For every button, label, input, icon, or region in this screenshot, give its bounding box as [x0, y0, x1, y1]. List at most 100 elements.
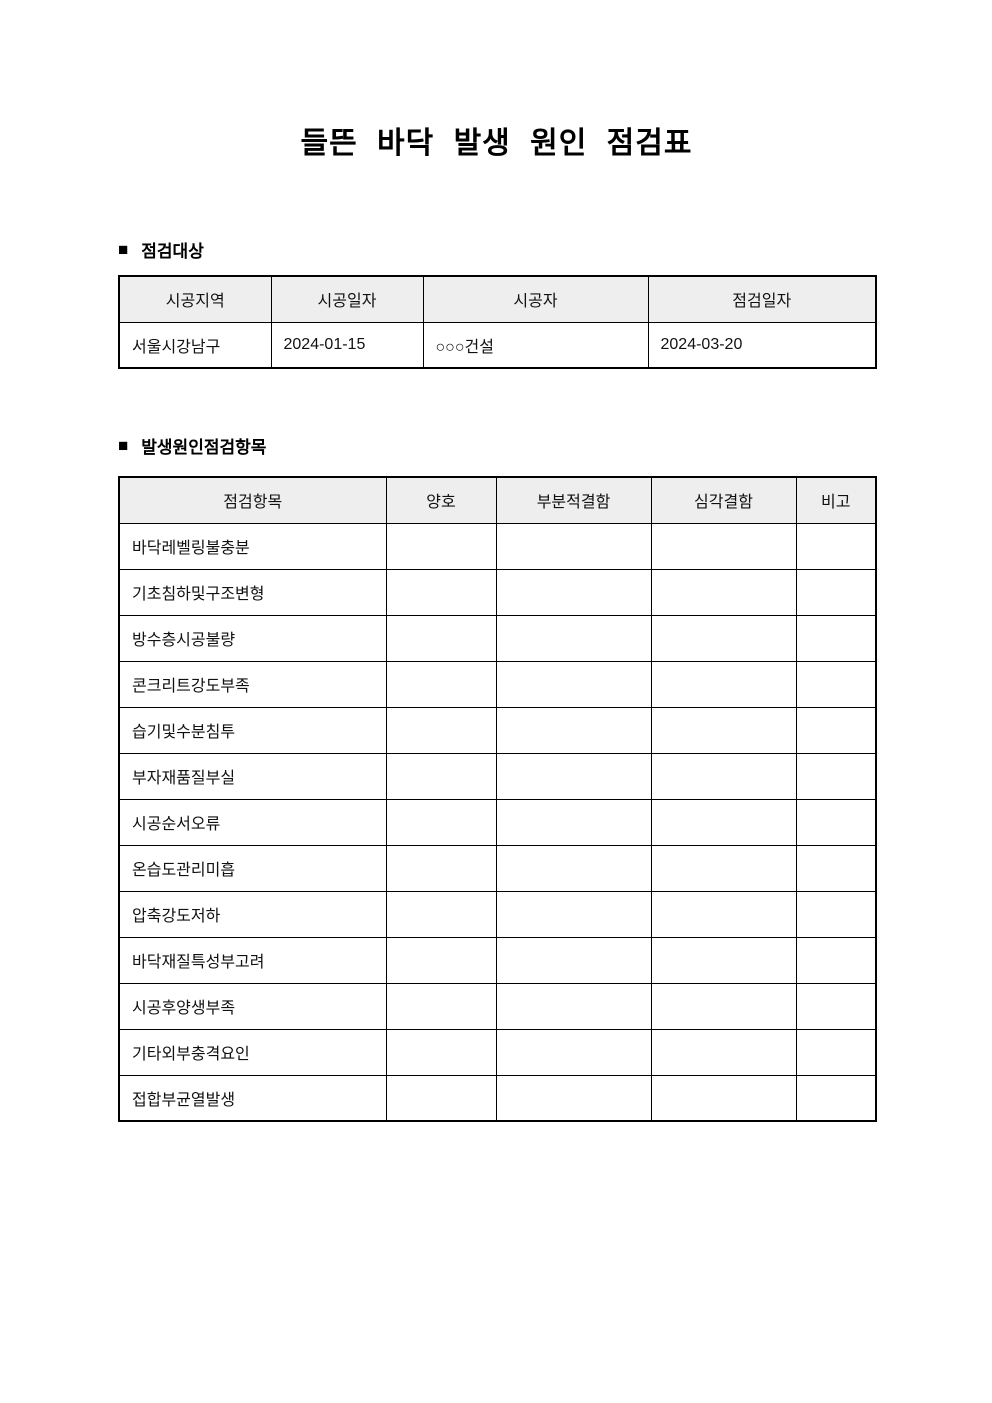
- checklist-row: 접합부균열발생: [118, 1074, 877, 1122]
- checklist-item-cell: 압축강도저하: [118, 890, 387, 938]
- target-table-value-cell: ○○○건설: [422, 321, 649, 369]
- serious-defect-cell: [650, 982, 797, 1030]
- remarks-cell: [795, 844, 877, 892]
- serious-defect-cell: [650, 844, 797, 892]
- checklist-item-cell: 바닥레벨링불충분: [118, 522, 387, 570]
- checklist-table-header-cell: 점검항목: [118, 476, 387, 524]
- good-cell: [385, 982, 497, 1030]
- checklist-row: 시공순서오류: [118, 798, 877, 846]
- section-heading-causes-label: 발생원인점검항목: [141, 438, 267, 457]
- target-table-value-cell: 서울시강남구: [118, 321, 272, 369]
- checklist-table: 점검항목 양호 부분적결함 심각결함 비고 바닥레벨링불충분 기초침하및구조변형 방수층시공…: [118, 476, 877, 1122]
- remarks-cell: [795, 614, 877, 662]
- serious-defect-cell: [650, 568, 797, 616]
- remarks-cell: [795, 982, 877, 1030]
- checklist-item-cell: 습기및수분침투: [118, 706, 387, 754]
- partial-defect-cell: [495, 1028, 652, 1076]
- checklist-item-cell: 시공순서오류: [118, 798, 387, 846]
- checklist-row: 기초침하및구조변형: [118, 568, 877, 616]
- checklist-row: 습기및수분침투: [118, 706, 877, 754]
- serious-defect-cell: [650, 614, 797, 662]
- page-title: 들뜬 바닥 발생 원인 점검표: [300, 127, 693, 160]
- partial-defect-cell: [495, 982, 652, 1030]
- good-cell: [385, 706, 497, 754]
- remarks-cell: [795, 1028, 877, 1076]
- remarks-cell: [795, 568, 877, 616]
- remarks-cell: [795, 798, 877, 846]
- partial-defect-cell: [495, 568, 652, 616]
- partial-defect-cell: [495, 614, 652, 662]
- checklist-item-cell: 콘크리트강도부족: [118, 660, 387, 708]
- checklist-table-header-cell: 양호: [385, 476, 497, 524]
- good-cell: [385, 890, 497, 938]
- checklist-table-header-cell: 비고: [795, 476, 877, 524]
- partial-defect-cell: [495, 798, 652, 846]
- checklist-item-cell: 시공후양생부족: [118, 982, 387, 1030]
- checklist-row: 바닥레벨링불충분: [118, 522, 877, 570]
- serious-defect-cell: [650, 798, 797, 846]
- remarks-cell: [795, 890, 877, 938]
- partial-defect-cell: [495, 890, 652, 938]
- serious-defect-cell: [650, 890, 797, 938]
- serious-defect-cell: [650, 752, 797, 800]
- checklist-item-cell: 방수층시공불량: [118, 614, 387, 662]
- checklist-item-cell: 접합부균열발생: [118, 1074, 387, 1122]
- serious-defect-cell: [650, 706, 797, 754]
- remarks-cell: [795, 752, 877, 800]
- target-table-header-row: 시공지역 시공일자 시공자 점검일자: [118, 275, 877, 323]
- target-table-header-cell: 시공지역: [118, 275, 272, 323]
- target-table-data-row: 서울시강남구 2024-01-15 ○○○건설 2024-03-20: [118, 321, 877, 369]
- checklist-table-header-cell: 부분적결함: [495, 476, 652, 524]
- checklist-row: 온습도관리미흡: [118, 844, 877, 892]
- checklist-row: 압축강도저하: [118, 890, 877, 938]
- good-cell: [385, 936, 497, 984]
- good-cell: [385, 798, 497, 846]
- section-heading-causes: ■ 발생원인점검항목: [118, 433, 875, 458]
- serious-defect-cell: [650, 1074, 797, 1122]
- square-bullet-icon: ■: [118, 240, 129, 259]
- checklist-item-cell: 바닥재질특성부고려: [118, 936, 387, 984]
- partial-defect-cell: [495, 660, 652, 708]
- good-cell: [385, 1028, 497, 1076]
- target-table-header-cell: 점검일자: [647, 275, 877, 323]
- good-cell: [385, 1074, 497, 1122]
- checklist-item-cell: 부자재품질부실: [118, 752, 387, 800]
- serious-defect-cell: [650, 660, 797, 708]
- partial-defect-cell: [495, 844, 652, 892]
- target-table-value-cell: 2024-01-15: [270, 321, 424, 369]
- target-table: 시공지역 시공일자 시공자 점검일자 서울시강남구 2024-01-15 ○○○건설 202…: [118, 275, 877, 369]
- remarks-cell: [795, 522, 877, 570]
- partial-defect-cell: [495, 1074, 652, 1122]
- checklist-row: 방수층시공불량: [118, 614, 877, 662]
- square-bullet-icon: ■: [118, 436, 129, 455]
- checklist-table-header-cell: 심각결함: [650, 476, 797, 524]
- checklist-row: 시공후양생부족: [118, 982, 877, 1030]
- checklist-row: 콘크리트강도부족: [118, 660, 877, 708]
- remarks-cell: [795, 1074, 877, 1122]
- remarks-cell: [795, 706, 877, 754]
- good-cell: [385, 844, 497, 892]
- partial-defect-cell: [495, 706, 652, 754]
- target-table-value-cell: 2024-03-20: [647, 321, 877, 369]
- checklist-table-header-row: 점검항목 양호 부분적결함 심각결함 비고: [118, 476, 877, 524]
- remarks-cell: [795, 660, 877, 708]
- serious-defect-cell: [650, 522, 797, 570]
- good-cell: [385, 660, 497, 708]
- good-cell: [385, 752, 497, 800]
- partial-defect-cell: [495, 522, 652, 570]
- good-cell: [385, 568, 497, 616]
- serious-defect-cell: [650, 1028, 797, 1076]
- serious-defect-cell: [650, 936, 797, 984]
- checklist-row: 부자재품질부실: [118, 752, 877, 800]
- partial-defect-cell: [495, 936, 652, 984]
- remarks-cell: [795, 936, 877, 984]
- checklist-item-cell: 기타외부충격요인: [118, 1028, 387, 1076]
- checklist-row: 바닥재질특성부고려: [118, 936, 877, 984]
- checklist-item-cell: 기초침하및구조변형: [118, 568, 387, 616]
- target-table-header-cell: 시공자: [422, 275, 649, 323]
- target-table-header-cell: 시공일자: [270, 275, 424, 323]
- partial-defect-cell: [495, 752, 652, 800]
- section-heading-target-label: 점검대상: [141, 242, 204, 261]
- section-heading-target: ■ 점검대상: [118, 237, 875, 262]
